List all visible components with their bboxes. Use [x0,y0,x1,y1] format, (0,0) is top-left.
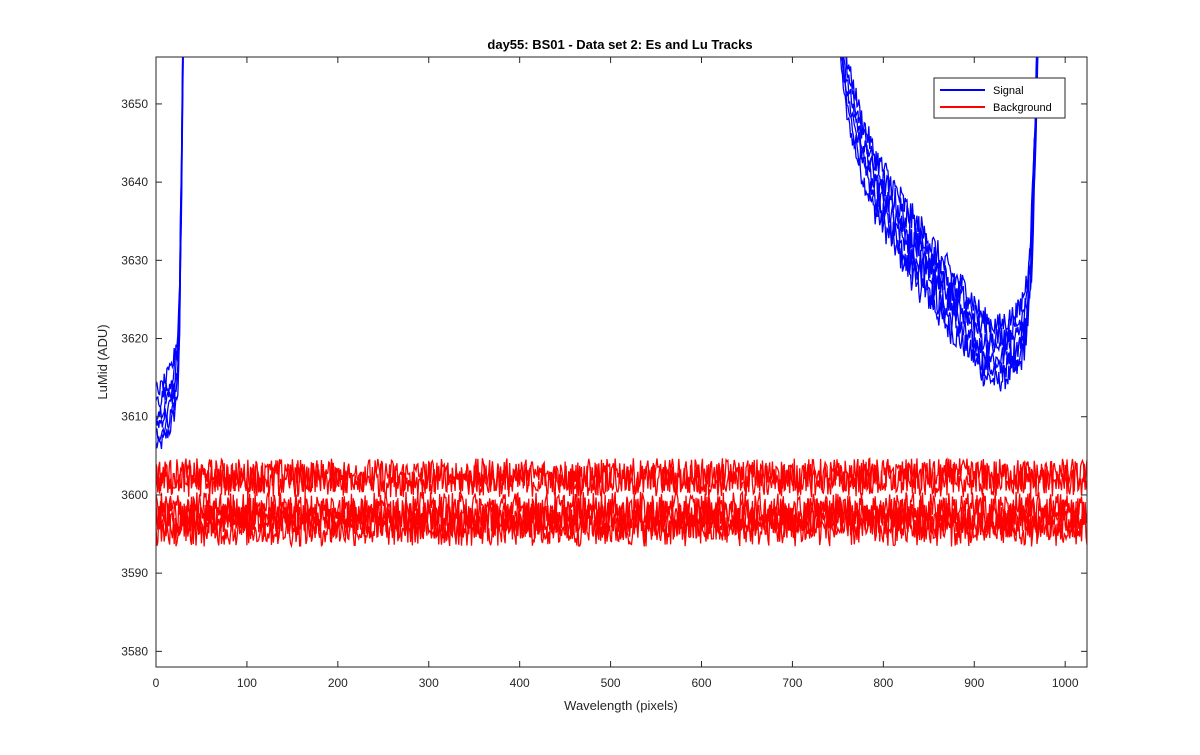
ticks-layer: 0 100 200 300 400 500 600 700 800 900 1000 3580 3590… [121,57,1087,690]
signal-trace [156,57,184,396]
y-tick-label: 3610 [121,410,148,424]
chart-title: day55: BS01 - Data set 2: Es and Lu Trac… [487,37,752,52]
y-axis-label: LuMid (ADU) [95,324,110,399]
legend-label-background: Background [993,102,1052,114]
background-trace [156,461,1087,499]
signal-trace [839,57,1039,392]
y-tick-label: 3650 [121,97,148,111]
y-tick-label: 3600 [121,488,148,502]
x-tick-label: 900 [964,676,984,690]
signal-trace [845,57,1038,349]
x-tick-label: 0 [153,676,160,690]
x-tick-label: 500 [601,676,621,690]
x-tick-label: 200 [328,676,348,690]
background-trace [156,511,1087,549]
legend-box [933,77,1066,119]
legend-label-signal: Signal [993,85,1024,97]
y-tick-label: 3590 [121,566,148,580]
axes-box [155,56,1088,668]
signal-trace [845,57,1038,335]
y-tick-label: 3640 [121,175,148,189]
plot-area [156,57,1087,667]
series-layer [156,57,1087,549]
x-axis-label: Wavelength (pixels) [564,698,678,713]
y-tick-label: 3580 [121,644,148,658]
x-tick-label: 100 [237,676,257,690]
x-tick-label: 1000 [1052,676,1079,690]
signal-trace [842,57,1038,369]
legend: Signal Background [933,77,1066,119]
x-tick-label: 400 [510,676,530,690]
y-tick-label: 3630 [121,253,148,267]
x-tick-label: 600 [691,676,711,690]
background-trace [156,496,1087,535]
y-tick-label: 3620 [121,332,148,346]
x-tick-label: 800 [873,676,893,690]
background-trace [156,502,1087,541]
x-tick-label: 700 [782,676,802,690]
x-tick-label: 300 [419,676,439,690]
